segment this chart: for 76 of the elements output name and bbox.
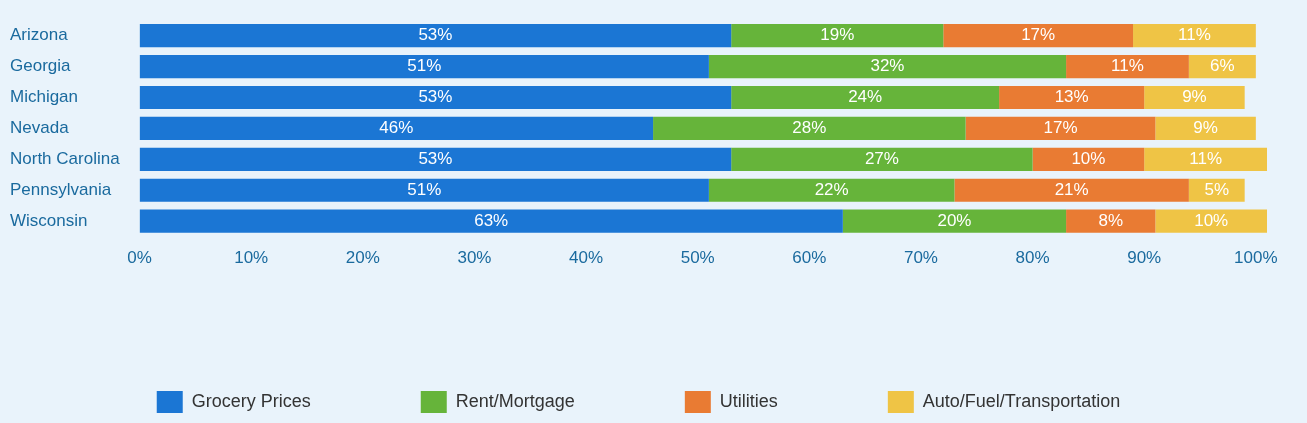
data-label: 10%: [1194, 210, 1229, 230]
bar: [731, 24, 944, 48]
bar: [139, 178, 709, 202]
y-tick-label: Nevada: [10, 118, 70, 138]
data-label: 11%: [1178, 25, 1211, 45]
data-label: 51%: [407, 179, 442, 199]
data-label: 46%: [379, 118, 414, 138]
bar: [1032, 147, 1145, 171]
data-label: 53%: [418, 149, 453, 168]
bar: [708, 178, 955, 202]
bar: [139, 54, 709, 79]
bar: [1144, 85, 1245, 110]
x-tick-label: 40%: [569, 248, 604, 268]
bar: [1155, 209, 1267, 233]
bar: [954, 178, 1189, 202]
data-label: 19%: [820, 25, 855, 45]
data-label: 21%: [1054, 179, 1089, 199]
bar: [139, 147, 732, 171]
x-tick-label: 0%: [127, 248, 152, 268]
data-label: 11%: [1111, 56, 1144, 76]
y-tick-label: Arizona: [10, 25, 69, 45]
x-tick-label: 30%: [457, 248, 492, 268]
bar: [139, 116, 654, 140]
x-tick-label: 100%: [1234, 248, 1278, 268]
y-tick-label: Georgia: [10, 56, 72, 76]
legend-label: Utilities: [719, 390, 778, 411]
y-tick-label: North Carolina: [10, 149, 121, 168]
data-label: 8%: [1098, 210, 1124, 230]
legend-label: Rent/Mortgage: [455, 390, 575, 411]
data-label: 11%: [1189, 149, 1222, 168]
data-label: 63%: [474, 210, 509, 230]
bar: [653, 116, 966, 140]
x-tick-label: 20%: [345, 248, 380, 268]
bar: [842, 209, 1067, 233]
data-label: 27%: [864, 149, 899, 168]
y-tick-label: Wisconsin: [10, 210, 88, 230]
bar: [1066, 209, 1156, 233]
bar: [943, 24, 1134, 48]
data-label: 9%: [1182, 87, 1207, 107]
x-tick-label: 10%: [234, 248, 269, 268]
data-label: 51%: [407, 56, 442, 76]
x-tick-label: 70%: [903, 248, 938, 268]
x-tick-label: 60%: [792, 248, 827, 268]
legend-label: Grocery Prices: [191, 390, 311, 411]
bar: [1133, 24, 1256, 48]
data-label: 22%: [814, 179, 849, 199]
bar: [731, 85, 1000, 110]
data-label: 10%: [1071, 149, 1106, 168]
data-label: 53%: [418, 87, 453, 107]
data-label: 28%: [792, 118, 827, 138]
bar: [999, 85, 1145, 110]
bar: [1144, 147, 1267, 171]
bar: [1066, 54, 1189, 79]
data-label: 53%: [418, 25, 453, 45]
legend-label: Auto/Fuel/Transportation: [922, 390, 1121, 411]
bar: [708, 54, 1067, 79]
bar: [139, 209, 843, 233]
bar: [965, 116, 1156, 140]
x-tick-label: 50%: [680, 248, 715, 268]
bar: [731, 147, 1033, 171]
data-label: 24%: [848, 87, 883, 107]
bar: [139, 85, 732, 110]
data-label: 5%: [1204, 179, 1230, 199]
y-tick-label: Pennsylvania: [10, 179, 112, 199]
data-label: 32%: [870, 56, 905, 76]
data-label: 6%: [1210, 56, 1235, 76]
bar: [1155, 116, 1256, 140]
data-label: 9%: [1193, 118, 1218, 138]
x-tick-label: 80%: [1015, 248, 1050, 268]
bar: [139, 24, 732, 48]
data-label: 20%: [937, 210, 972, 230]
data-label: 13%: [1054, 87, 1089, 107]
data-label: 17%: [1021, 25, 1056, 45]
data-label: 17%: [1043, 118, 1078, 138]
y-tick-label: Michigan: [10, 87, 79, 107]
x-tick-label: 90%: [1127, 248, 1162, 268]
